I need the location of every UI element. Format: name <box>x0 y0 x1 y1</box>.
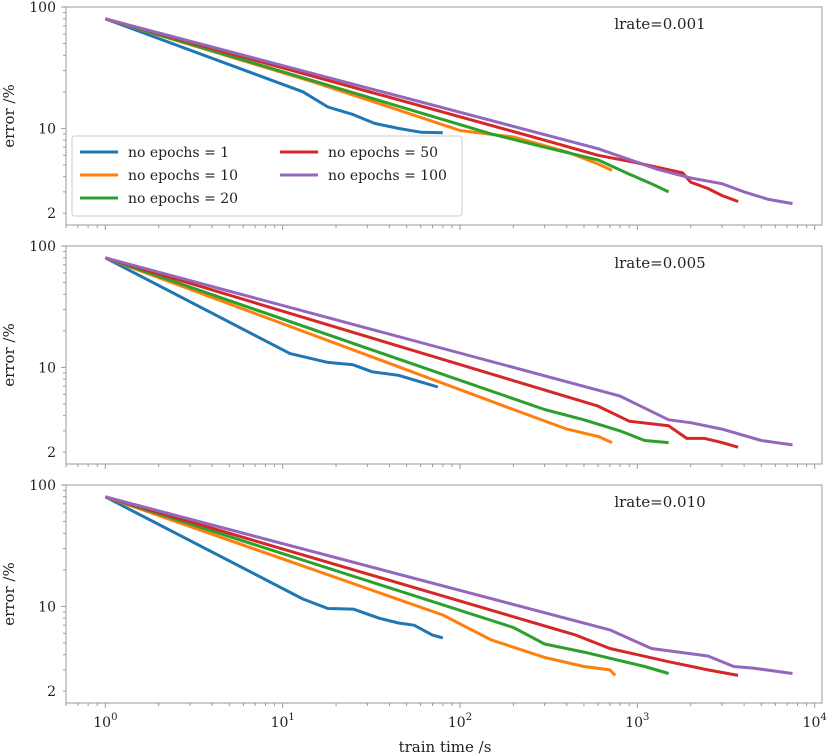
panel-frame <box>65 245 823 465</box>
y-tick-label: 100 <box>29 0 56 16</box>
legend-label: no epochs = 20 <box>128 191 238 207</box>
legend-frame <box>71 135 463 217</box>
series-no-epochs-100 <box>104 256 793 447</box>
series-no-epochs-10 <box>104 256 613 444</box>
panel-frame <box>65 6 823 226</box>
panel-title: lrate=0.010 <box>614 493 705 511</box>
series-no-epochs-100 <box>104 495 793 675</box>
y-tick-label: 100 <box>29 239 56 255</box>
series-no-epochs-50 <box>104 495 739 677</box>
y-axis-label: error /% <box>0 84 18 148</box>
panel-frame <box>65 484 823 704</box>
legend-label: no epochs = 10 <box>128 168 238 184</box>
y-tick-label: 10 <box>38 599 56 615</box>
y-tick-label: 2 <box>47 684 56 700</box>
series-no-epochs-1 <box>104 495 444 640</box>
y-axis-label: error /% <box>0 323 18 387</box>
x-tick-label: 101 <box>271 712 295 731</box>
y-tick-label: 100 <box>29 478 56 494</box>
panel-title: lrate=0.005 <box>614 254 705 272</box>
series-no-epochs-1 <box>104 17 443 135</box>
y-tick-label: 2 <box>47 206 56 222</box>
series-no-epochs-1 <box>104 256 439 389</box>
series-no-epochs-20 <box>104 256 669 445</box>
panel-title: lrate=0.001 <box>614 15 705 33</box>
panel-2: 100 10 2 error /% lrate=0.005 <box>0 239 823 469</box>
series-no-epochs-10 <box>104 495 617 677</box>
x-tick-label: 102 <box>448 712 472 731</box>
legend-label: no epochs = 50 <box>328 145 438 161</box>
legend-label: no epochs = 1 <box>128 145 229 161</box>
series-no-epochs-100 <box>104 17 793 206</box>
x-tick-label: 100 <box>93 712 117 731</box>
legend-label: no epochs = 100 <box>328 168 447 184</box>
x-tick-label: 104 <box>803 712 827 731</box>
series-no-epochs-20 <box>104 495 670 675</box>
y-tick-label: 10 <box>38 121 56 137</box>
legend: no epochs = 1 no epochs = 50 no epochs = 1… <box>71 135 463 217</box>
y-tick-label: 2 <box>47 445 56 461</box>
y-tick-label: 10 <box>38 360 56 376</box>
series-no-epochs-50 <box>104 17 739 203</box>
series-no-epochs-50 <box>104 256 739 449</box>
x-axis-label: train time /s <box>399 738 492 756</box>
series-no-epochs-20 <box>104 17 670 194</box>
y-axis-label: error /% <box>0 562 18 626</box>
x-tick-label: 103 <box>625 712 649 731</box>
